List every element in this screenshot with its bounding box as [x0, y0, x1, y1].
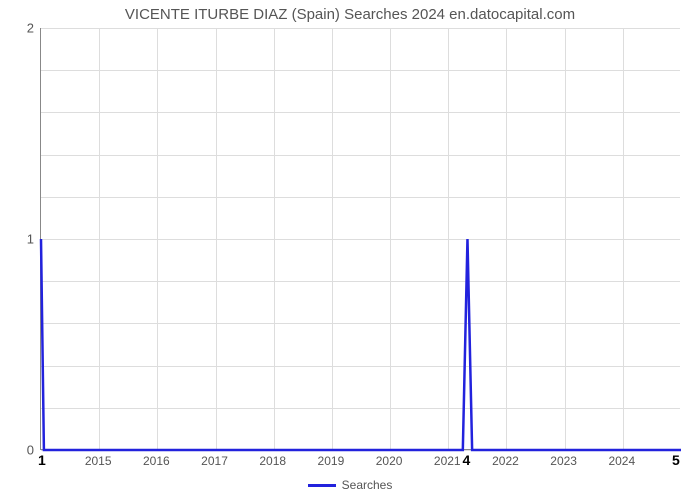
- legend: Searches: [0, 478, 700, 492]
- legend-label: Searches: [342, 478, 393, 492]
- x-tick-label: 2019: [318, 454, 345, 468]
- corner-label-bottom-right: 5: [672, 452, 680, 468]
- x-tick-label: 2020: [376, 454, 403, 468]
- x-tick-label: 2023: [550, 454, 577, 468]
- x-tick-label: 2018: [259, 454, 286, 468]
- plot-area: [40, 28, 680, 450]
- y-tick-label: 2: [0, 21, 34, 36]
- x-tick-label: 2021: [434, 454, 461, 468]
- y-tick-label: 1: [0, 232, 34, 247]
- x-tick-label: 2015: [85, 454, 112, 468]
- x-tick-label: 2022: [492, 454, 519, 468]
- chart-title: VICENTE ITURBE DIAZ (Spain) Searches 202…: [0, 6, 700, 23]
- y-tick-label: 0: [0, 443, 34, 458]
- x-tick-label: 2016: [143, 454, 170, 468]
- line-series: [41, 28, 681, 450]
- corner-label-bottom-left: 1: [38, 452, 46, 468]
- corner-label-mid-right: 4: [462, 452, 470, 468]
- x-tick-label: 2017: [201, 454, 228, 468]
- x-tick-label: 2024: [608, 454, 635, 468]
- legend-swatch: [308, 484, 336, 487]
